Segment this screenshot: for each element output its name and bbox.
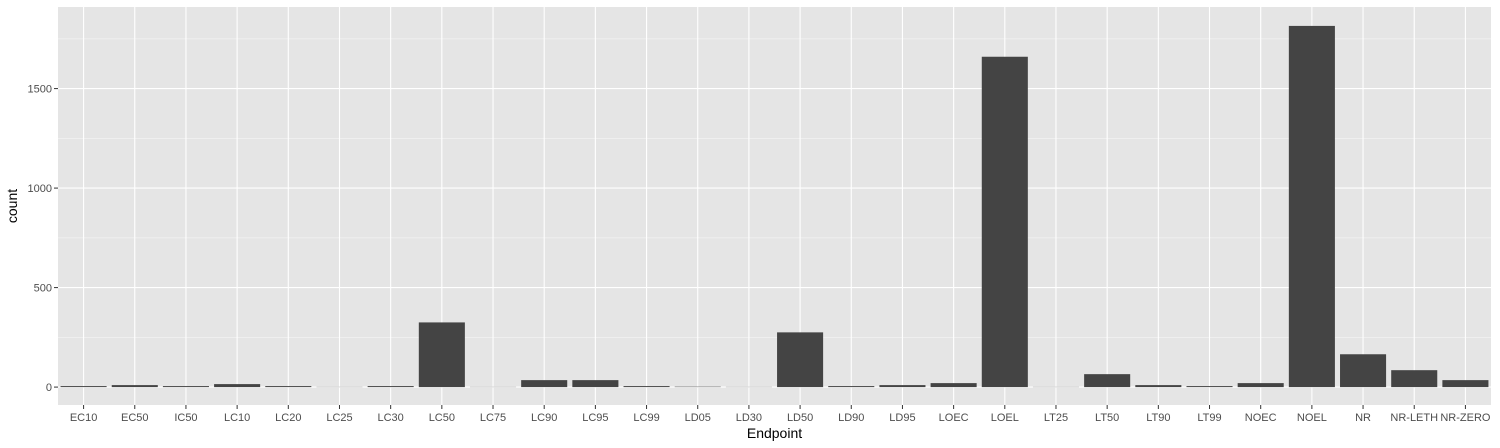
x-tick-label: LOEL (991, 412, 1019, 424)
bar-nr-zero (1442, 380, 1489, 388)
x-tick-label: LD05 (685, 412, 711, 424)
x-tick-label: LC90 (531, 412, 557, 424)
x-tick-label: NOEL (1297, 412, 1327, 424)
minor-gridlines (58, 38, 1491, 338)
bar-noel (1288, 25, 1335, 388)
bar-ld50 (777, 332, 824, 388)
x-tick-label: LD30 (736, 412, 762, 424)
bar-lc30 (367, 386, 414, 388)
x-tick-label: NOEC (1245, 412, 1277, 424)
x-tick-label: LC75 (480, 412, 506, 424)
bar-lc20 (265, 386, 312, 388)
bars (60, 25, 1489, 388)
x-tick-label: EC10 (70, 412, 98, 424)
bar-noec (1237, 383, 1284, 388)
x-axis-title: Endpoint (747, 425, 802, 441)
x-tick-label: LOEC (939, 412, 969, 424)
bar-nr-leth (1391, 370, 1438, 388)
bar-lc50 (418, 322, 465, 388)
x-tick-label: LC30 (378, 412, 404, 424)
bar-lc95 (572, 380, 619, 388)
x-tick-label: LC99 (633, 412, 659, 424)
x-tick-label: LC20 (275, 412, 301, 424)
bar-ld90 (828, 386, 875, 388)
x-axis: EC10 EC50 IC50 LC10 LC20 LC25 LC30 LC50 LC75 LC90… (70, 405, 1491, 424)
x-tick-label: LD90 (838, 412, 864, 424)
y-tick-label: 1000 (28, 183, 52, 195)
y-tick-label: 500 (34, 283, 52, 295)
bar-ic50 (162, 386, 209, 388)
x-tick-label: LC50 (429, 412, 455, 424)
x-tick-label: LT25 (1044, 412, 1068, 424)
y-tick-label: 1500 (28, 84, 52, 96)
x-tick-label: LC95 (582, 412, 608, 424)
bar-lt90 (1135, 385, 1182, 388)
bar-lc90 (521, 380, 568, 388)
bar-lt99 (1186, 386, 1233, 388)
x-tick-label: IC50 (174, 412, 197, 424)
bar-lc99 (623, 386, 670, 388)
bar-lc10 (214, 384, 261, 388)
x-tick-label: LD95 (889, 412, 915, 424)
y-axis-title: count (4, 189, 20, 223)
bar-ec50 (111, 385, 158, 388)
x-tick-label: NR (1355, 412, 1371, 424)
y-tick-label: 0 (46, 382, 52, 394)
bar-nr (1340, 354, 1387, 388)
bar-ld95 (879, 385, 926, 388)
y-axis: 0 500 1000 1500 (28, 84, 58, 394)
x-tick-label: EC50 (121, 412, 149, 424)
bar-loec (930, 383, 977, 388)
bar-ec10 (60, 386, 107, 388)
x-tick-label: LT99 (1197, 412, 1221, 424)
x-tick-label: LC25 (326, 412, 352, 424)
x-tick-label: LT90 (1146, 412, 1170, 424)
x-tick-label: NR-LETH (1390, 412, 1438, 424)
x-tick-label: LT50 (1095, 412, 1119, 424)
bar-loel (981, 56, 1028, 388)
bar-lt50 (1084, 374, 1131, 388)
x-tick-label: NR-ZERO (1440, 412, 1491, 424)
plot-panel (58, 7, 1491, 405)
x-tick-label: LC10 (224, 412, 250, 424)
x-tick-label: LD50 (787, 412, 813, 424)
